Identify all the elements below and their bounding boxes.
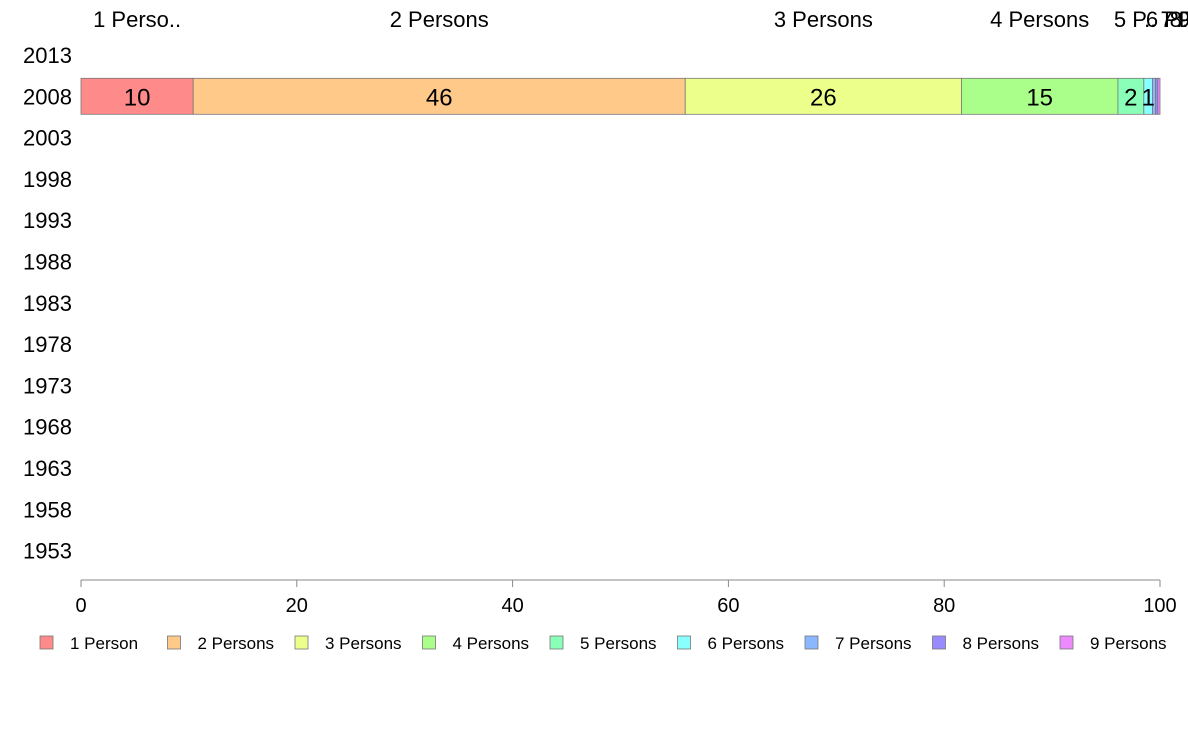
legend-item-9-persons[interactable]: 9 Persons — [1059, 634, 1167, 653]
legend-swatch — [932, 635, 946, 650]
legend[interactable]: 1 Person 2 Persons 3 Persons 4 Persons 5 Per… — [39, 634, 1167, 653]
legend-item-5-persons[interactable]: 5 Persons — [549, 634, 657, 653]
top-label-2: 2 Persons — [390, 7, 489, 32]
legend-swatch — [677, 635, 691, 650]
top-label-7: 7 P.. — [1160, 7, 1188, 32]
x-tick-label-0: 0 — [75, 595, 86, 617]
legend-swatch — [804, 635, 819, 650]
legend-item-1-person[interactable]: 1 Person — [39, 634, 138, 653]
legend-swatch — [294, 635, 309, 650]
y-tick-label-1973: 1973 — [23, 373, 72, 398]
legend-label: 7 Persons — [835, 634, 912, 653]
bar-2008-2-persons[interactable] — [192, 77, 686, 115]
legend-label: 1 Person — [70, 634, 138, 653]
y-tick-label-1953: 1953 — [23, 539, 72, 564]
legend-item-2-persons[interactable]: 2 Persons — [167, 634, 275, 653]
bar-2008-5-persons[interactable] — [1117, 77, 1145, 115]
legend-item-4-persons[interactable]: 4 Persons — [422, 634, 530, 653]
legend-swatch — [39, 635, 54, 650]
segment-label-5-persons: 2 — [1124, 84, 1137, 111]
y-tick-label-2008: 2008 — [23, 84, 72, 109]
y-tick-label-1993: 1993 — [23, 208, 72, 233]
legend-swatch — [422, 635, 436, 650]
y-axis: 2013 2008 2003 1998 1993 1988 1983 1978 1973 1968… — [23, 43, 72, 564]
top-label-6: 6 P.. — [1146, 7, 1188, 32]
top-label-5: 5 P.. — [1114, 7, 1156, 32]
x-tick-label-100: 100 — [1143, 595, 1176, 617]
top-label-1: 1 Perso.. — [93, 7, 181, 32]
top-category-labels: 1 Perso.. 2 Persons 3 Persons 4 Persons 5 P.… — [93, 7, 1188, 32]
y-tick-label-1963: 1963 — [23, 456, 72, 481]
legend-item-8-persons[interactable]: 8 Persons — [932, 634, 1040, 653]
segment-label-1-person: 10 — [124, 84, 151, 111]
bar-2008-1-person[interactable] — [80, 77, 194, 115]
y-tick-label-1988: 1988 — [23, 250, 72, 275]
legend-swatch — [549, 635, 564, 650]
segment-label-4-persons: 15 — [1026, 84, 1053, 111]
y-tick-label-1958: 1958 — [23, 497, 72, 522]
legend-label: 8 Persons — [963, 634, 1040, 653]
top-label-9: 9 P.. — [1178, 7, 1188, 32]
x-tick-label-40: 40 — [501, 595, 523, 617]
top-label-3: 3 Persons — [774, 7, 873, 32]
legend-label: 3 Persons — [325, 634, 402, 653]
segment-label-6-persons: 1 — [1141, 84, 1154, 111]
y-tick-label-1983: 1983 — [23, 291, 72, 316]
bars — [80, 77, 1161, 115]
y-tick-label-2013: 2013 — [23, 43, 72, 68]
legend-item-6-persons[interactable]: 6 Persons — [677, 634, 785, 653]
x-tick-label-60: 60 — [717, 595, 739, 617]
legend-item-3-persons[interactable]: 3 Persons — [294, 634, 402, 653]
x-tick-label-80: 80 — [933, 595, 955, 617]
legend-swatch — [1059, 635, 1074, 650]
segment-labels: 10 46 26 15 2 1 — [124, 84, 1155, 111]
y-tick-label-1968: 1968 — [23, 415, 72, 440]
y-tick-label-2003: 2003 — [23, 126, 72, 151]
legend-label: 6 Persons — [708, 634, 785, 653]
top-label-4: 4 Persons — [990, 7, 1089, 32]
y-tick-label-1978: 1978 — [23, 332, 72, 357]
legend-swatch — [167, 635, 181, 650]
legend-label: 2 Persons — [198, 634, 275, 653]
bar-2008-9-persons[interactable] — [1157, 77, 1161, 115]
x-axis: 0 20 40 60 80 100 — [75, 579, 1177, 617]
legend-item-7-persons[interactable]: 7 Persons — [804, 634, 912, 653]
legend-label: 5 Persons — [580, 634, 657, 653]
y-tick-label-1998: 1998 — [23, 167, 72, 192]
bar-2008-4-persons[interactable] — [961, 77, 1119, 115]
top-label-8: 8 P.. — [1170, 7, 1188, 32]
legend-label: 4 Persons — [453, 634, 530, 653]
x-tick-label-20: 20 — [286, 595, 308, 617]
segment-label-3-persons: 26 — [810, 84, 837, 111]
segment-label-2-persons: 46 — [426, 84, 453, 111]
legend-label: 9 Persons — [1090, 634, 1167, 653]
